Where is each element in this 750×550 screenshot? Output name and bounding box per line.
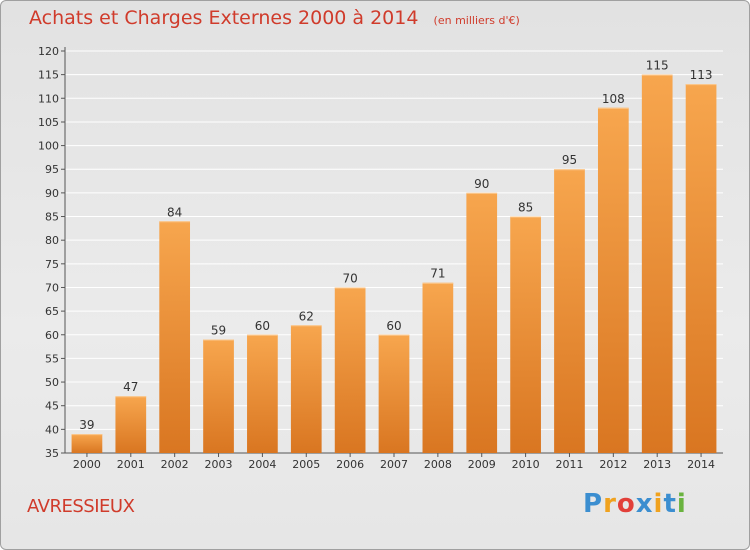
- chart-title-unit: (en milliers d'€): [433, 14, 520, 27]
- logo-letter: t: [663, 489, 677, 519]
- bar: [203, 339, 234, 453]
- data-label: 39: [79, 418, 94, 432]
- bars: [71, 74, 717, 454]
- labels: 35 40 45 50 55 60 65 70 75 80 85 90 95 100 105 110 115 12…: [38, 45, 715, 471]
- y-tick-label: 45: [45, 400, 59, 413]
- x-tick-label: 2009: [468, 458, 496, 471]
- logo-letter: x: [635, 489, 654, 519]
- x-tick-label: 2004: [248, 458, 276, 471]
- data-label: 85: [518, 201, 533, 215]
- logo-letter: o: [616, 489, 636, 519]
- bar: [641, 74, 673, 453]
- y-tick-label: 60: [45, 329, 59, 342]
- y-tick-label: 95: [45, 163, 59, 176]
- y-tick-label: 35: [45, 447, 59, 460]
- bar: [378, 334, 410, 453]
- data-label: 108: [602, 92, 625, 106]
- y-tick-label: 75: [45, 258, 59, 271]
- y-tick-label: 115: [38, 69, 59, 82]
- bar: [510, 216, 541, 453]
- data-label: 90: [474, 177, 489, 191]
- y-tick-label: 85: [45, 211, 59, 224]
- data-label: 95: [562, 153, 577, 167]
- data-label: 60: [255, 319, 270, 333]
- bar: [334, 287, 366, 453]
- logo-letter: i: [653, 489, 664, 519]
- commune-name: AVRESSIEUX: [27, 496, 135, 517]
- x-tick-label: 2010: [512, 458, 540, 471]
- proxiti-logo: Proxiti: [583, 489, 687, 519]
- y-tick-label: 65: [45, 305, 59, 318]
- bar: [466, 192, 498, 453]
- data-label: 70: [342, 271, 357, 285]
- x-tick-label: 2012: [599, 458, 627, 471]
- y-tick-label: 70: [45, 281, 59, 294]
- x-tick-label: 2001: [117, 458, 145, 471]
- data-label: 60: [386, 319, 401, 333]
- y-tick-label: 105: [38, 116, 59, 129]
- x-tick-label: 2006: [336, 458, 364, 471]
- y-tick-label: 90: [45, 187, 59, 200]
- y-tick-label: 110: [38, 92, 59, 105]
- bar: [290, 325, 322, 453]
- bar: [115, 396, 147, 453]
- data-label: 62: [299, 309, 314, 323]
- x-tick-label: 2007: [380, 458, 408, 471]
- x-tick-label: 2008: [424, 458, 452, 471]
- x-tick-label: 2013: [643, 458, 671, 471]
- bar: [554, 169, 585, 453]
- bar: [247, 334, 278, 453]
- logo-letter: P: [583, 489, 604, 519]
- data-label: 113: [690, 68, 713, 82]
- x-tick-label: 2014: [687, 458, 715, 471]
- chart-title: Achats et Charges Externes 2000 à 2014 (…: [29, 7, 520, 29]
- y-tick-label: 55: [45, 352, 59, 365]
- y-tick-label: 50: [45, 376, 59, 389]
- bar: [597, 107, 629, 454]
- x-tick-label: 2005: [292, 458, 320, 471]
- bar: [71, 434, 103, 453]
- x-tick-label: 2003: [205, 458, 233, 471]
- data-label: 71: [430, 267, 445, 281]
- x-tick-label: 2011: [555, 458, 583, 471]
- bar: [159, 221, 191, 453]
- data-label: 84: [167, 205, 182, 219]
- bar: [422, 282, 454, 453]
- data-label: 115: [646, 59, 669, 73]
- bar: [685, 84, 717, 453]
- y-tick-label: 120: [38, 45, 59, 58]
- data-label: 47: [123, 380, 138, 394]
- y-tick-label: 80: [45, 234, 59, 247]
- x-tick-label: 2002: [161, 458, 189, 471]
- x-tick-label: 2000: [73, 458, 101, 471]
- logo-letter: i: [676, 489, 687, 519]
- logo-letter: r: [603, 489, 617, 519]
- y-tick-label: 100: [38, 140, 59, 153]
- data-label: 59: [211, 323, 226, 337]
- y-tick-label: 40: [45, 423, 59, 436]
- chart-title-main: Achats et Charges Externes 2000 à 2014: [29, 7, 419, 29]
